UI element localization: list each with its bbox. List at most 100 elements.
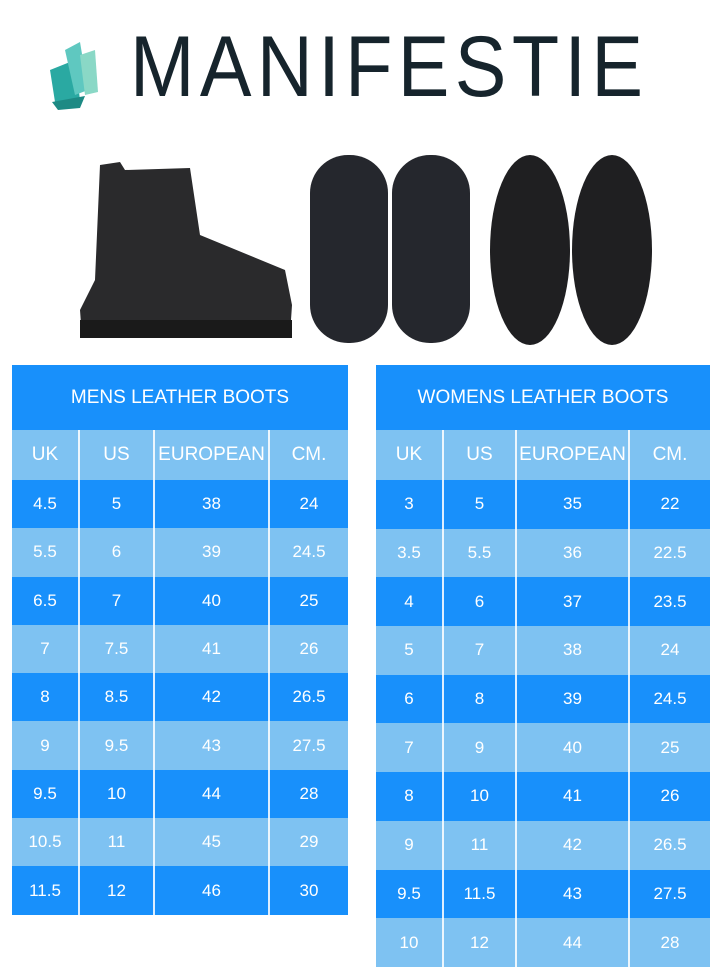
table-row: 6 8 39 24.5 [376,674,710,724]
table-cell: 40 [153,576,268,625]
table-cell: 9.5 [33,783,57,803]
table-cell: 35 [515,480,628,529]
table-cell: 11 [78,818,153,867]
table-cell: 39 [153,528,268,577]
table-row: 9.5 11.5 43 27.5 [376,869,710,919]
table-cell: 10.5 [28,832,62,852]
table-cell: 41 [153,624,268,674]
table-row: 9 9.5 43 27.5 [12,721,348,770]
table-cell: 42 [515,820,628,870]
table-cell: 23.5 [628,577,710,627]
table-cell: 10 [399,932,419,952]
table-cell: 4.5 [33,494,57,514]
table-cell: 45 [153,818,268,867]
table-cell: 12 [442,918,515,967]
table-cell: 26 [628,772,710,821]
table-cell: 11.5 [442,869,515,919]
table-cell: 30 [268,866,348,915]
table-cell: 5 [442,480,515,529]
table-cell: 8 [442,674,515,724]
table-cell: 7 [442,626,515,675]
table-cell: 37 [515,577,628,627]
table-cell: 46 [153,866,268,915]
column-header: EUROPEAN [153,430,268,480]
table-cell: 7 [40,639,50,659]
table-cell: 24.5 [268,528,348,577]
table-cell: 6 [78,528,153,577]
womens-size-table: WOMENS LEATHER BOOTS UK US EUROPEAN CM. 3 5 35 2… [376,365,710,967]
table-title: MENS LEATHER BOOTS [12,365,348,430]
table-cell: 6 [404,689,414,709]
table-cell: 38 [515,626,628,675]
column-header: EUROPEAN [515,430,628,480]
table-cell: 24.5 [628,674,710,724]
table-cell: 26.5 [268,673,348,722]
table-cell: 44 [153,769,268,819]
table-cell: 9.5 [397,883,421,903]
table-cell: 40 [515,723,628,773]
column-header: CM. [628,430,710,480]
table-cell: 24 [268,480,348,529]
table-cell: 11.5 [29,880,61,900]
table-row: 4 6 37 23.5 [376,577,710,627]
table-row: 7 7.5 41 26 [12,624,348,674]
table-cell: 8.5 [78,673,153,722]
table-cell: 5 [78,480,153,529]
table-title: WOMENS LEATHER BOOTS [376,365,710,430]
brand-name: MANIFESTIE [130,19,649,115]
table-cell: 24 [628,626,710,675]
boot-soles-image [310,155,470,343]
table-cell: 4 [404,591,414,611]
boot-images [80,155,652,345]
table-row: 9 11 42 26.5 [376,820,710,870]
table-cell: 25 [628,723,710,773]
table-header-row: UK US EUROPEAN CM. [12,430,348,480]
table-cell: 27.5 [628,869,710,919]
table-cell: 41 [515,772,628,821]
table-cell: 22 [628,480,710,529]
table-cell: 39 [515,674,628,724]
table-cell: 9 [442,723,515,773]
column-header: US [442,430,515,480]
table-cell: 6.5 [33,590,57,610]
table-row: 5.5 6 39 24.5 [12,528,348,577]
table-cell: 25 [268,576,348,625]
table-cell: 8 [404,786,414,806]
column-header: US [78,430,153,480]
table-cell: 26.5 [628,820,710,870]
table-cell: 9 [404,835,414,855]
column-header: UK [395,444,423,465]
boot-side-view-image [80,162,292,338]
column-header: CM. [268,430,348,480]
table-row: 10 12 44 28 [376,918,710,967]
table-row: 3.5 5.5 36 22.5 [376,528,710,578]
table-cell: 11 [442,820,515,870]
table-row: 4.5 5 38 24 [12,480,348,529]
table-cell: 10 [78,769,153,819]
table-cell: 9.5 [78,721,153,770]
table-row: 8 8.5 42 26.5 [12,673,348,722]
mens-size-table: MENS LEATHER BOOTS UK US EUROPEAN CM. 4.5 5 38 2… [12,365,348,915]
table-cell: 44 [515,918,628,967]
table-cell: 7 [78,576,153,625]
column-header: UK [31,444,59,465]
table-cell: 8 [40,687,50,707]
table-cell: 38 [153,480,268,529]
table-row: 9.5 10 44 28 [12,769,348,819]
table-cell: 36 [515,528,628,578]
table-cell: 26 [268,624,348,674]
table-row: 6.5 7 40 25 [12,576,348,625]
table-cell: 10 [442,772,515,821]
table-cell: 7 [404,737,414,757]
table-cell: 9 [40,735,50,755]
table-cell: 42 [153,673,268,722]
table-cell: 3 [404,494,414,514]
table-cell: 5.5 [442,528,515,578]
table-cell: 43 [153,721,268,770]
table-cell: 6 [442,577,515,627]
table-row: 5 7 38 24 [376,626,710,675]
brand-logo: MANIFESTIE [40,10,710,115]
table-row: 11.5 12 46 30 [12,866,348,915]
table-cell: 22.5 [628,528,710,578]
table-cell: 12 [78,866,153,915]
